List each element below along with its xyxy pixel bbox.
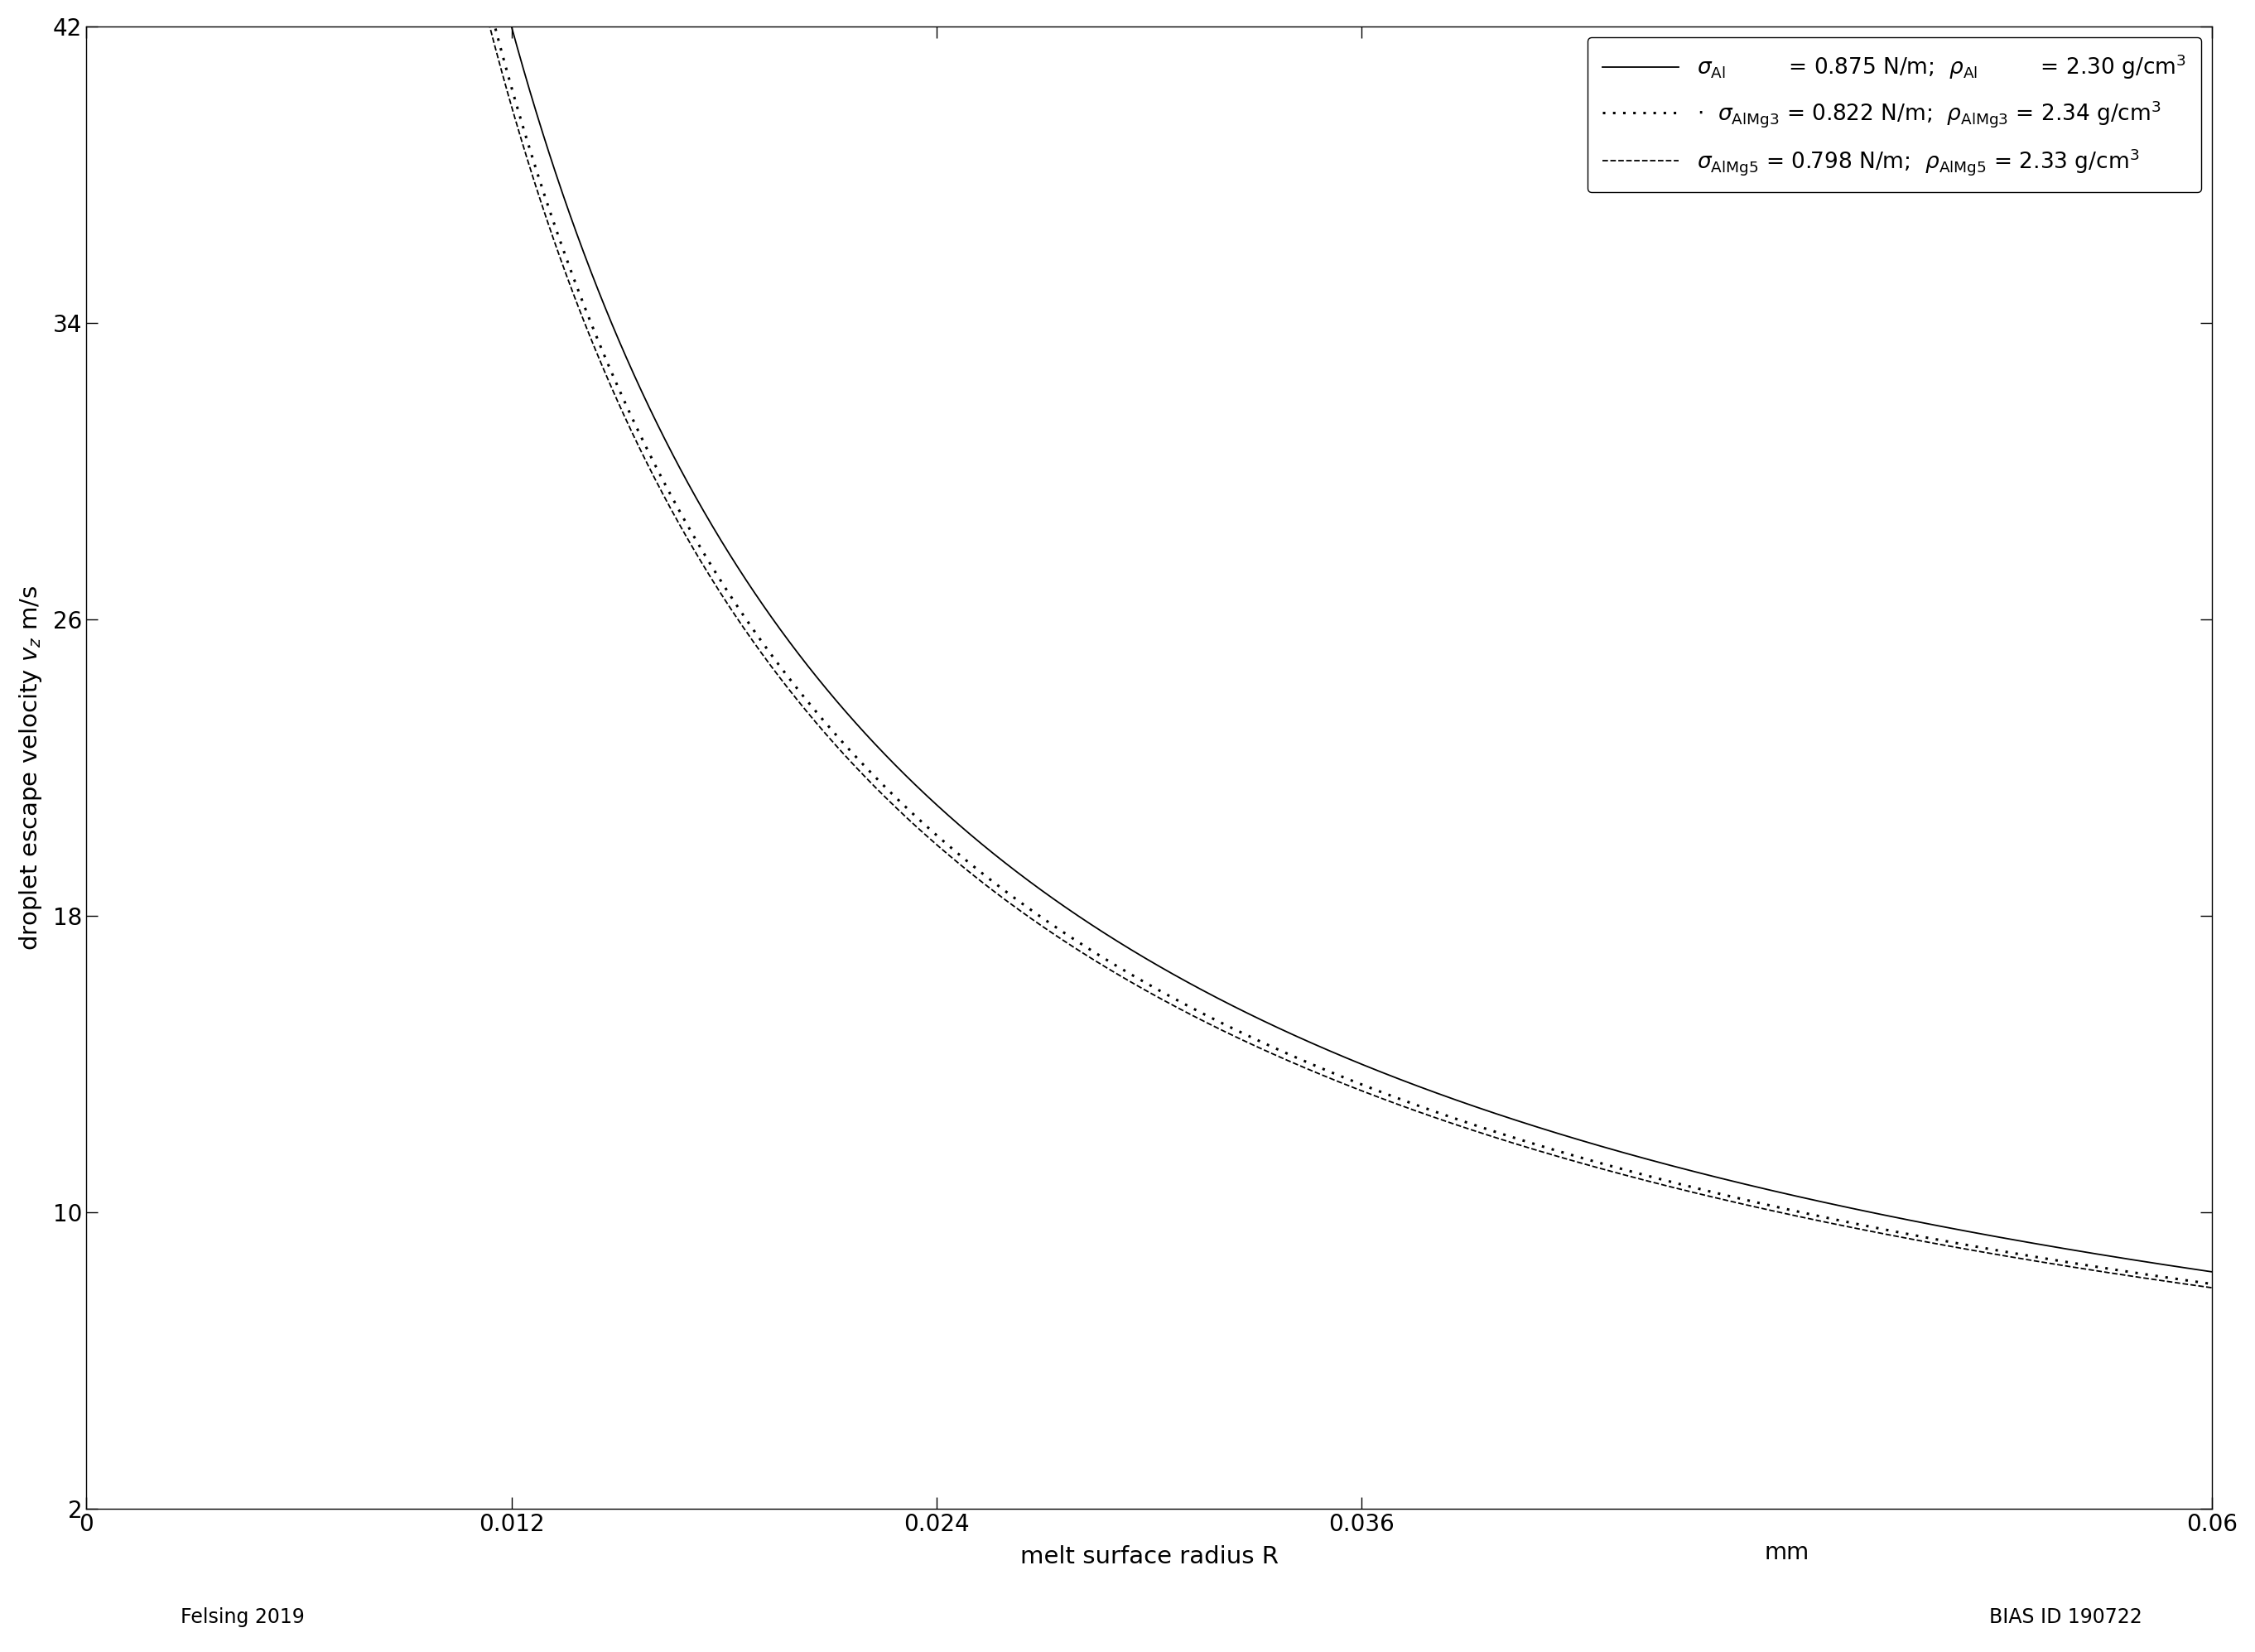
Text: BIAS ID 190722: BIAS ID 190722 [1989,1607,2142,1627]
Legend: $\sigma_{\mathrm{Al}}$         = 0.875 N/m;  $\rho_{\mathrm{Al}}$         = 2.30: $\sigma_{\mathrm{Al}}$ = 0.875 N/m; $\rh… [1588,38,2201,192]
Text: Felsing 2019: Felsing 2019 [180,1607,304,1627]
Y-axis label: droplet escape velocity $v_z$ m/s: droplet escape velocity $v_z$ m/s [18,585,43,950]
Text: mm: mm [1763,1541,1809,1564]
X-axis label: melt surface radius R: melt surface radius R [1019,1546,1279,1569]
